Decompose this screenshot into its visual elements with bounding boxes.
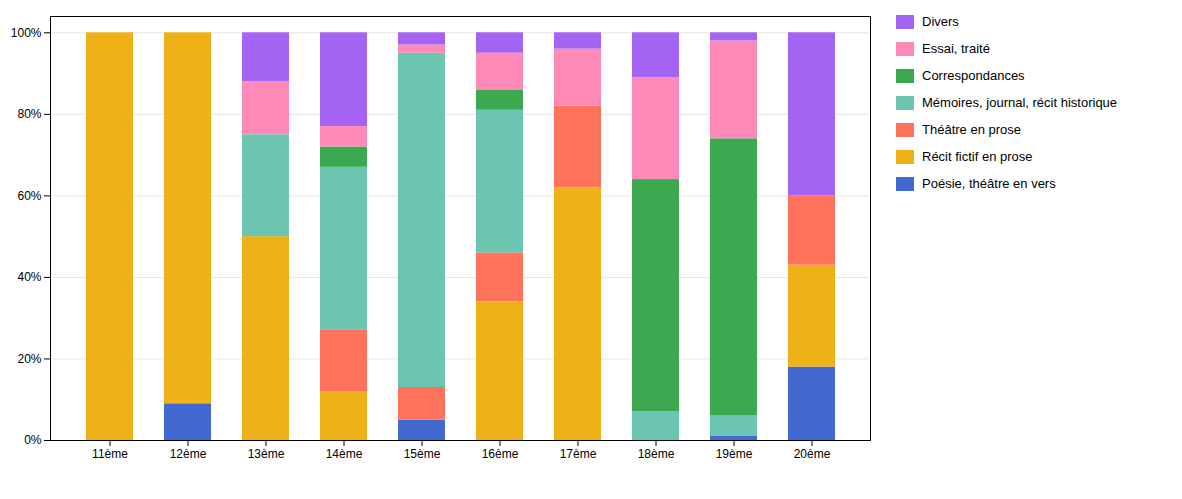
html-text:Récit fictif en prose: Récit fictif en prose (922, 149, 1033, 164)
svg-text:20%: 20% (17, 352, 41, 366)
svg-text:17ème: 17ème (560, 447, 597, 461)
html-text:Essai, traité: Essai, traité (922, 41, 990, 56)
svg-text:100%: 100% (11, 26, 42, 40)
svg-text:18ème: 18ème (638, 447, 675, 461)
svg-text:16ème: 16ème (482, 447, 519, 461)
svg-text:14ème: 14ème (326, 447, 363, 461)
html-text:Théâtre en prose: Théâtre en prose (922, 122, 1021, 137)
html-text:Divers: Divers (922, 14, 959, 29)
html-text:Mémoires, journal, récit histo: Mémoires, journal, récit historique (922, 95, 1118, 110)
svg-text:40%: 40% (17, 270, 41, 284)
svg-text:60%: 60% (17, 189, 41, 203)
html-text:Correspondances: Correspondances (922, 68, 1025, 83)
html-text:Poésie, théâtre en vers: Poésie, théâtre en vers (922, 176, 1056, 191)
svg-text:19ème: 19ème (716, 447, 753, 461)
svg-text:20ème: 20ème (794, 447, 831, 461)
svg-text:80%: 80% (17, 107, 41, 121)
svg-text:12ème: 12ème (170, 447, 207, 461)
svg-text:11ème: 11ème (92, 447, 128, 461)
svg-text:15ème: 15ème (404, 447, 441, 461)
svg-text:0%: 0% (24, 433, 42, 447)
svg-text:13ème: 13ème (248, 447, 285, 461)
